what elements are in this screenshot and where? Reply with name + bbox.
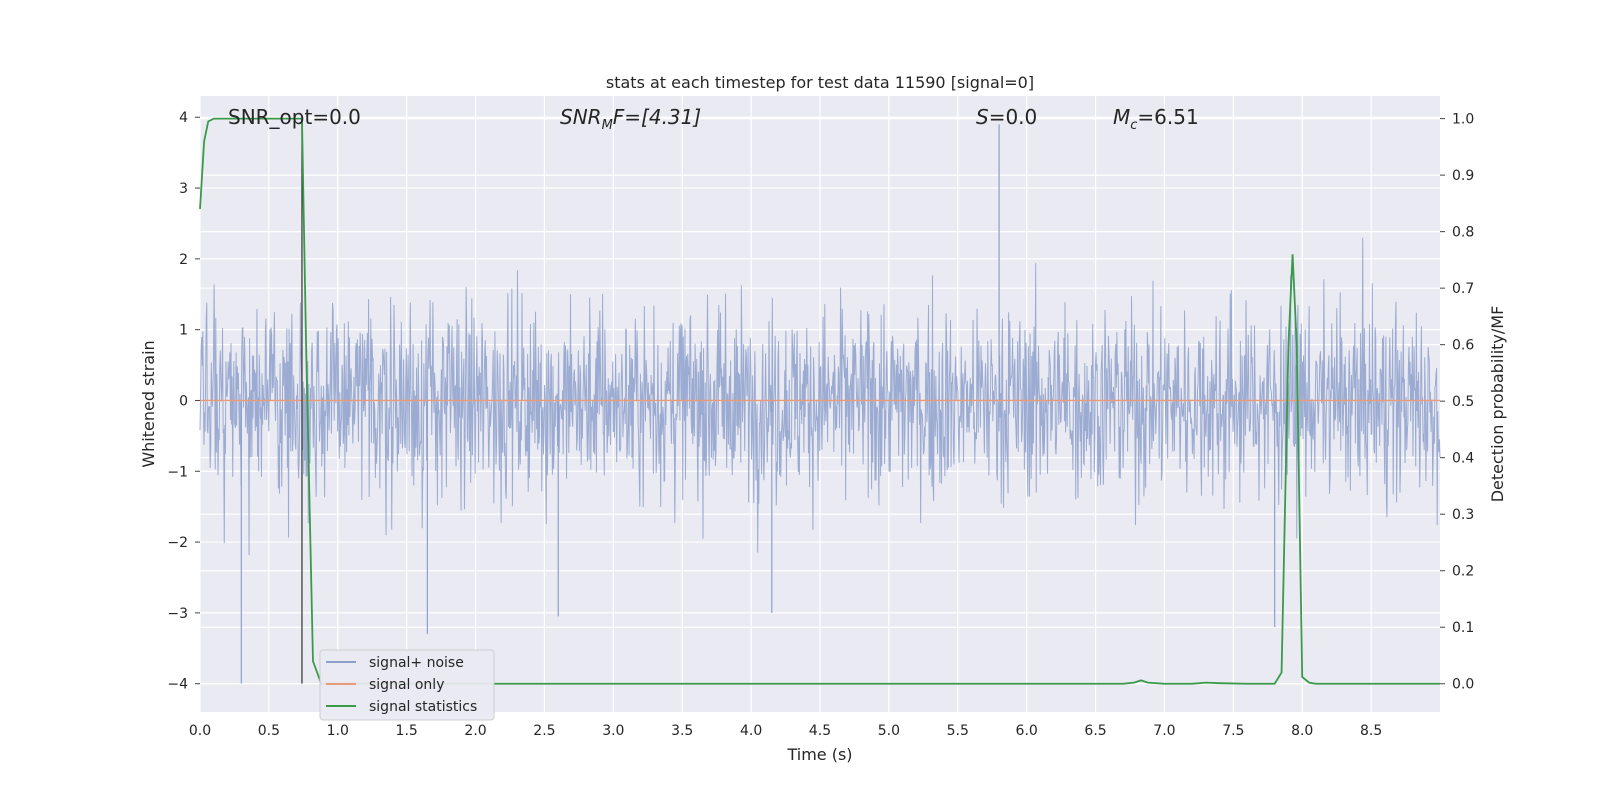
y-right-tick-label: 0.2 bbox=[1452, 564, 1474, 580]
y-right-tick-label: 0.5 bbox=[1452, 394, 1474, 410]
mc-sub: c bbox=[1130, 118, 1137, 133]
y-tick-label: −3 bbox=[167, 606, 188, 622]
y-right-tick-label: 0.8 bbox=[1452, 225, 1474, 241]
legend-label-statistics: signal statistics bbox=[369, 699, 477, 715]
mc-value: =6.51 bbox=[1137, 105, 1198, 129]
s-italic: S bbox=[976, 105, 989, 129]
annotation-snr-opt: SNR_opt=0.0 bbox=[228, 105, 361, 129]
x-tick-label: 5.5 bbox=[947, 723, 969, 739]
x-tick-label: 1.0 bbox=[327, 723, 349, 739]
y-tick-label: 1 bbox=[179, 323, 188, 339]
y-tick-label: 0 bbox=[179, 393, 188, 409]
y-right-tick-label: 0.0 bbox=[1452, 677, 1474, 693]
x-tick-label: 7.0 bbox=[1153, 723, 1175, 739]
x-tick-label: 8.0 bbox=[1291, 723, 1313, 739]
y-right-tick-label: 0.4 bbox=[1452, 451, 1474, 467]
mc-italic: M bbox=[1113, 105, 1130, 129]
x-tick-label: 4.5 bbox=[809, 723, 831, 739]
x-tick-label: 7.5 bbox=[1222, 723, 1244, 739]
signal-noise-series bbox=[199, 124, 1441, 684]
y-right-tick-label: 0.7 bbox=[1452, 281, 1474, 297]
y-tick-label: 4 bbox=[179, 110, 188, 126]
s-value: =0.0 bbox=[989, 105, 1038, 129]
x-axis-label: Time (s) bbox=[786, 745, 852, 764]
y-right-tick-label: 1.0 bbox=[1452, 112, 1474, 128]
x-tick-label: 3.5 bbox=[671, 723, 693, 739]
statistics-line bbox=[199, 117, 1440, 685]
x-tick-labels: 0.0 0.5 1.0 1.5 2.0 2.5 3.0 3.5 4.0 4.5 5.0 5.5 6.0 6… bbox=[189, 723, 1382, 739]
y-tick-label: 2 bbox=[179, 252, 188, 268]
annotation-s: S=0.0 bbox=[976, 105, 1037, 129]
y-tick-labels: 4 3 2 1 0 −1 −2 −3 −4 bbox=[167, 110, 200, 693]
y-tick-label: −2 bbox=[167, 535, 188, 551]
snr-mf-prefix: SNR bbox=[560, 105, 602, 129]
y-axis-label: Whitened strain bbox=[139, 340, 158, 467]
legend-label-noise: signal+ noise bbox=[369, 655, 464, 671]
y-right-tick-label: 0.1 bbox=[1452, 620, 1474, 636]
x-tick-label: 0.0 bbox=[189, 723, 211, 739]
x-tick-label: 0.5 bbox=[258, 723, 280, 739]
y-right-axis-label: Detection probability/MF bbox=[1488, 306, 1507, 503]
x-tick-label: 2.0 bbox=[464, 723, 486, 739]
chart-title: stats at each timestep for test data 115… bbox=[606, 73, 1034, 92]
x-tick-label: 6.5 bbox=[1084, 723, 1106, 739]
annotation-snr-mf: SNRMF=[4.31] bbox=[560, 105, 701, 133]
y-tick-label: 3 bbox=[179, 181, 188, 197]
legend-label-signal-only: signal only bbox=[369, 677, 444, 693]
y-right-tick-labels: 1.0 0.9 0.8 0.7 0.6 0.5 0.4 0.3 0.2 0.1 0.0 bbox=[1440, 112, 1474, 693]
snr-mf-suffix: F=[4.31] bbox=[613, 105, 701, 129]
y-right-tick-label: 0.6 bbox=[1452, 338, 1474, 354]
x-tick-label: 1.5 bbox=[396, 723, 418, 739]
y-tick-label: −1 bbox=[167, 464, 188, 480]
y-tick-label: −4 bbox=[167, 677, 188, 693]
x-tick-label: 3.0 bbox=[602, 723, 624, 739]
snr-mf-sub: M bbox=[602, 118, 613, 133]
y-right-tick-label: 0.9 bbox=[1452, 168, 1474, 184]
x-tick-label: 8.5 bbox=[1360, 723, 1382, 739]
x-tick-label: 4.0 bbox=[740, 723, 762, 739]
legend: signal+ noise signal only signal statist… bbox=[319, 649, 495, 721]
x-tick-label: 2.5 bbox=[533, 723, 555, 739]
annotation-mc: Mc=6.51 bbox=[1113, 105, 1199, 133]
signal-statistics-series bbox=[199, 117, 1440, 685]
x-tick-label: 5.0 bbox=[878, 723, 900, 739]
y-right-tick-label: 0.3 bbox=[1452, 507, 1474, 523]
x-tick-label: 6.0 bbox=[1016, 723, 1038, 739]
